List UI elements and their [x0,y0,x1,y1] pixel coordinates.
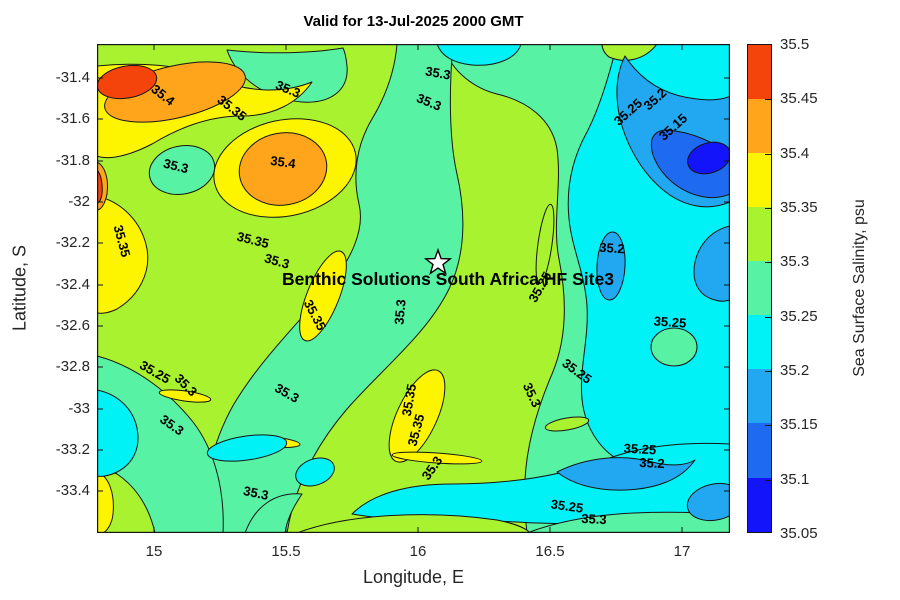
contour-map-canvas: Benthic Solutions South Africa HF Site3 [97,44,730,533]
contour-region [97,195,149,314]
y-tick-label: -32.4 [55,276,90,293]
colorbar [747,44,772,533]
contour-region [436,44,522,66]
x-tick-label: 15.5 [271,543,301,560]
colorbar-tick-mark [765,208,771,209]
colorbar-segment [748,477,771,532]
y-tick-label: -32.8 [55,358,90,375]
y-tick-label: -31.4 [55,69,90,86]
y-tick-label: -32.6 [55,317,90,334]
site-annotation-text: Benthic Solutions South Africa HF Site3 [282,269,614,289]
contour-region [596,231,626,301]
colorbar-segment [748,423,771,478]
colorbar-tick-label: 35.15 [780,416,818,434]
colorbar-tick-mark [765,371,771,372]
x-tick-labels: 15 15.5 16 16.5 17 [97,543,730,563]
y-axis-label: Latitude, S [9,244,30,332]
colorbar-tick-label: 35.5 [780,36,810,53]
contour-region [158,389,212,403]
y-tick-label: -31.6 [55,110,90,127]
y-tick-label: -32 [68,193,90,210]
contour-region [244,493,303,533]
colorbar-tick-labels: 35.05 35.1 35.15 35.2 35.25 35.3 35.35 35.4 35.4… [780,36,840,542]
x-tick-label: 16 [409,543,427,560]
y-tick-label: -33.2 [55,441,90,458]
colorbar-tick-mark [765,425,771,427]
contour-region [299,250,347,342]
contour-region [693,225,730,302]
contour-region [97,389,139,477]
y-tick-label: -33 [68,400,90,417]
y-tick-labels: -31.4 -31.6 -31.8 -32 -32.2 -32.4 -32.6 -32.8 -3… [24,44,90,533]
contour-region [295,457,335,487]
colorbar-tick-mark [765,262,771,264]
colorbar-segment [748,369,771,424]
x-tick-label: 16.5 [535,543,565,560]
colorbar-tick-label: 35.45 [780,90,818,108]
plot-area: Benthic Solutions South Africa HF Site3 … [97,44,730,533]
colorbar-tick-label: 35.25 [780,307,818,325]
colorbar-segment [748,261,771,316]
colorbar-label: Sea Surface Salinity, psu [851,199,868,377]
y-tick-label: -31.8 [55,152,90,169]
y-tick-label: -32.2 [55,234,90,251]
contour-region [391,451,483,465]
colorbar-tick-label: 35.3 [780,253,810,271]
colorbar-tick-label: 35.1 [780,470,810,488]
colorbar-tick-label: 35.2 [780,362,810,379]
axes-box [97,44,730,533]
contour-region [650,327,698,367]
contour-region [544,416,590,432]
colorbar-tick-mark [765,153,771,155]
colorbar-tick-label: 35.35 [780,199,818,216]
colorbar-tick-mark [765,479,771,481]
colorbar-segment [748,45,771,100]
x-tick-label: 17 [673,543,691,560]
contour-region [148,145,216,195]
colorbar-tick-mark [765,316,771,318]
colorbar-tick-mark [765,99,771,101]
contour-region [296,514,531,533]
contour-region [238,132,328,206]
contour-region [206,434,288,462]
colorbar-segment [748,207,771,262]
colorbar-tick-label: 35.4 [780,144,810,162]
contour-region [535,203,555,285]
contour-region [556,457,696,491]
contour-region [388,369,446,463]
contour-region [601,44,658,61]
x-axis-label: Longitude, E [362,567,465,587]
site-star-marker [423,247,453,275]
contour-region [97,355,224,533]
colorbar-segment [748,99,771,154]
figure-title: Valid for 13-Jul-2025 2000 GMT [303,13,524,30]
y-tick-label: -33.4 [55,482,90,499]
colorbar-tick-label: 35.05 [780,525,818,542]
x-tick-label: 15 [145,543,163,560]
contour-fill-regions [97,44,730,533]
colorbar-segment [748,315,771,370]
colorbar-segment [748,153,771,208]
